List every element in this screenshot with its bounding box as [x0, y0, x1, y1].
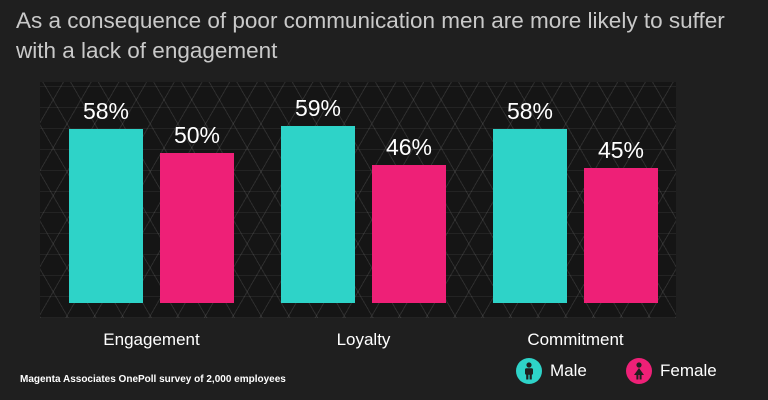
- data-label-engagement-male: 58%: [83, 98, 129, 124]
- bar-commitment-female: [584, 168, 658, 303]
- legend-label-male: Male: [550, 361, 587, 380]
- data-label-loyalty-male: 59%: [295, 95, 341, 121]
- legend-label-female: Female: [660, 361, 717, 380]
- legend-item-female: Female: [626, 358, 717, 384]
- legend-item-male: Male: [516, 358, 587, 384]
- hexagon-pattern-background: [40, 82, 676, 318]
- data-label-commitment-female: 45%: [598, 137, 644, 163]
- bar-engagement-male: [69, 129, 143, 303]
- chart-title: As a consequence of poor communication m…: [16, 8, 725, 63]
- data-label-loyalty-female: 46%: [386, 134, 432, 160]
- bar-loyalty-female: [372, 165, 446, 303]
- bar-loyalty-male: [281, 126, 355, 303]
- category-label-engagement: Engagement: [103, 330, 200, 349]
- bar-engagement-female: [160, 153, 234, 303]
- source-note: Magenta Associates OnePoll survey of 2,0…: [20, 374, 286, 385]
- category-label-loyalty: Loyalty: [337, 330, 391, 349]
- female-person-icon: [626, 358, 652, 384]
- data-label-engagement-female: 50%: [174, 122, 220, 148]
- category-label-commitment: Commitment: [527, 330, 624, 349]
- male-person-icon: [516, 358, 542, 384]
- bar-commitment-male: [493, 129, 567, 303]
- data-label-commitment-male: 58%: [507, 98, 553, 124]
